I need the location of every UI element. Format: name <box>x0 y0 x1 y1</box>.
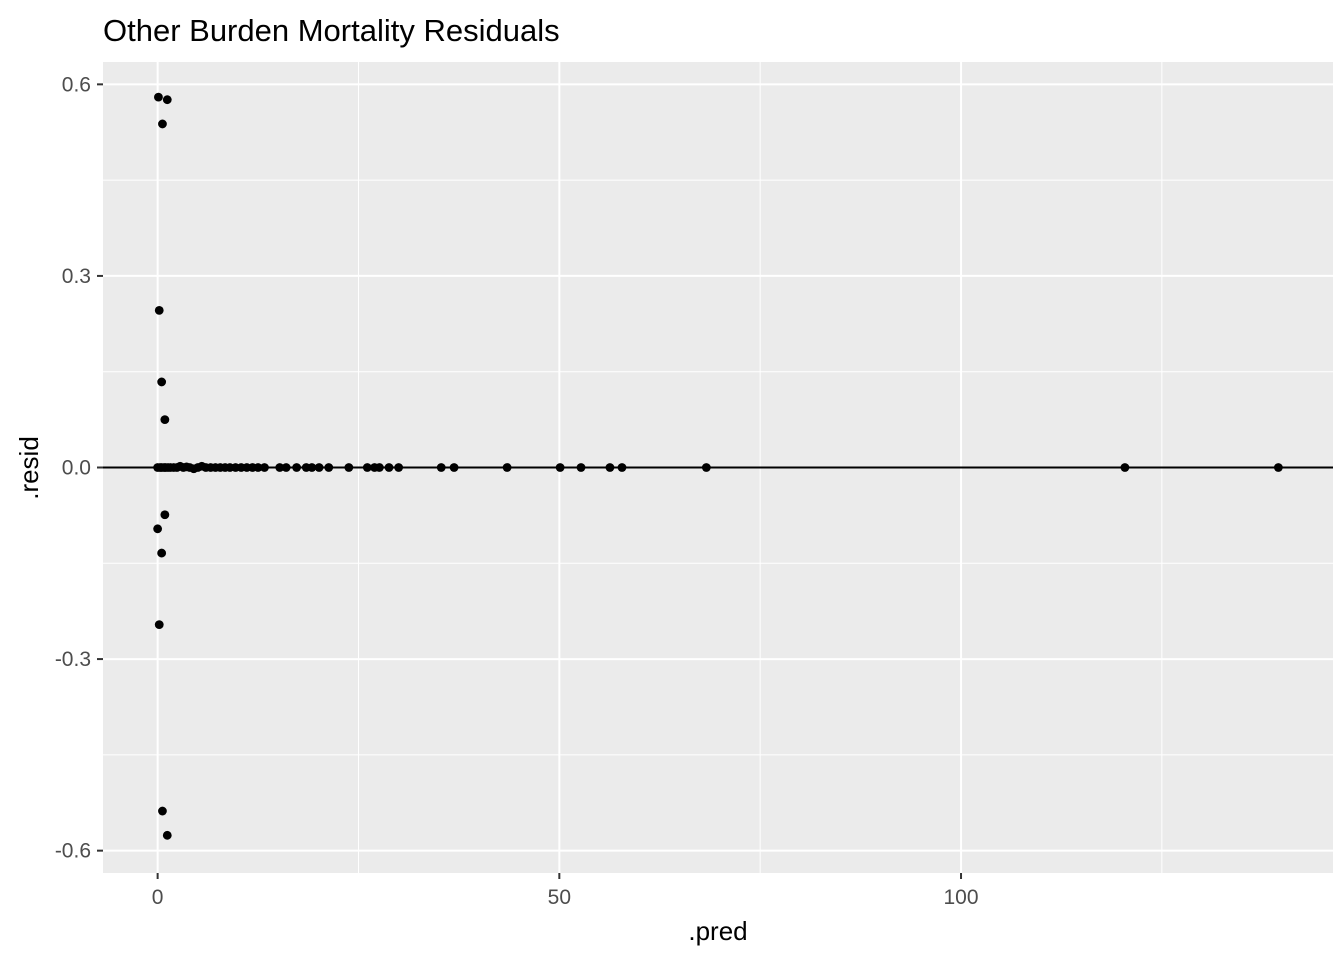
x-tick-label: 0 <box>152 886 164 909</box>
data-point <box>1120 463 1130 472</box>
data-point <box>160 510 170 520</box>
data-point <box>154 92 163 102</box>
y-axis-title: .resid <box>14 436 44 500</box>
data-point <box>157 548 167 558</box>
data-point <box>154 306 164 315</box>
y-tick-label: 0.3 <box>62 265 91 288</box>
data-point <box>162 830 172 840</box>
x-axis-title: .pred <box>688 916 747 946</box>
y-tick-label: 0.6 <box>62 73 91 96</box>
y-tick-label: -0.3 <box>55 648 91 671</box>
data-point <box>374 463 384 472</box>
data-point <box>1273 463 1283 472</box>
x-axis: 0 50 100 <box>152 873 979 909</box>
data-point <box>701 463 711 472</box>
data-point <box>160 415 170 425</box>
data-point <box>362 463 372 472</box>
data-point <box>253 463 263 472</box>
data-point <box>307 463 317 472</box>
data-point <box>576 463 586 472</box>
x-tick-label: 100 <box>944 886 979 909</box>
data-point <box>394 463 404 472</box>
data-point <box>158 806 167 816</box>
data-point <box>281 463 291 472</box>
data-point <box>605 463 615 472</box>
data-point <box>162 95 172 105</box>
data-point <box>158 119 167 129</box>
data-point <box>324 463 334 472</box>
data-point <box>260 463 269 472</box>
x-tick-label: 50 <box>548 886 571 909</box>
y-axis: -0.6 -0.3 0.0 0.3 0.6 <box>55 73 103 863</box>
data-points <box>153 92 1283 840</box>
data-point <box>275 463 285 472</box>
y-tick-label: -0.6 <box>55 840 91 863</box>
data-point <box>154 620 164 629</box>
data-point <box>153 524 163 534</box>
data-point <box>449 463 459 472</box>
data-point <box>502 463 512 472</box>
chart-title: Other Burden Mortality Residuals <box>103 13 560 48</box>
data-point <box>384 463 394 472</box>
data-point <box>555 463 565 472</box>
data-point <box>292 463 302 472</box>
data-point <box>157 377 167 387</box>
y-tick-label: 0.0 <box>62 457 91 480</box>
data-point <box>314 463 324 472</box>
data-point <box>617 463 627 472</box>
data-point <box>344 463 354 472</box>
data-point <box>436 463 446 472</box>
